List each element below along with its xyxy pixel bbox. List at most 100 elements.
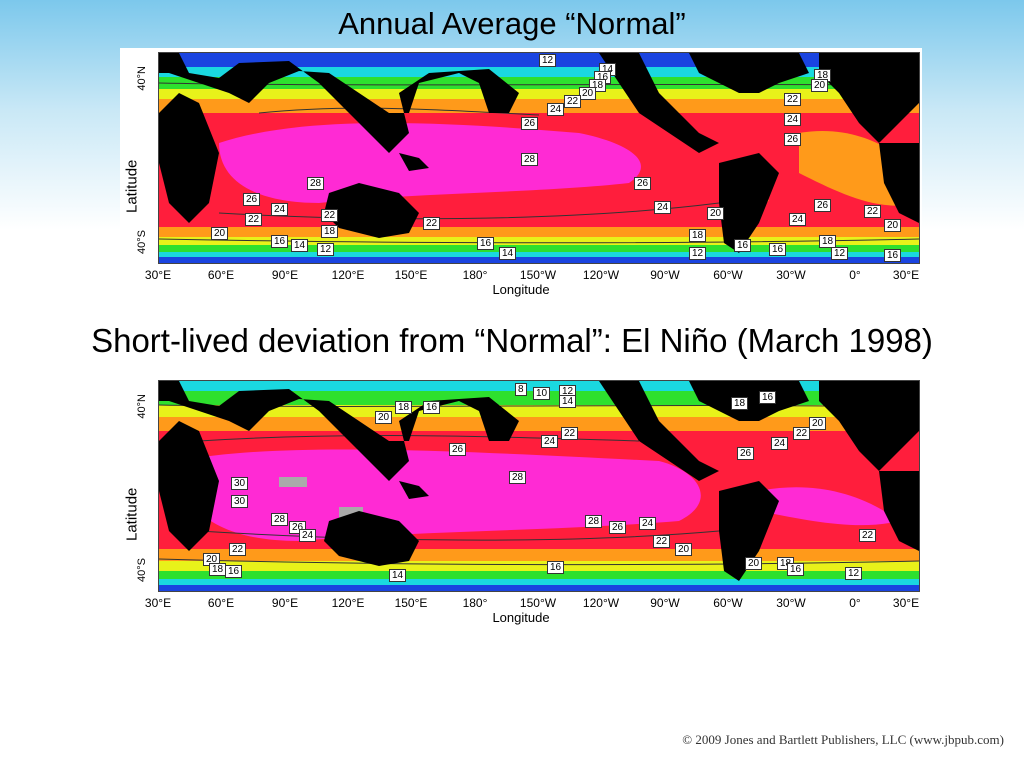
contour-label: 18 [209, 563, 227, 576]
copyright-notice: © 2009 Jones and Bartlett Publishers, LL… [682, 732, 1004, 747]
latitude-axis-label: Latitude [123, 487, 141, 541]
longitude-axis-label: Longitude [492, 282, 550, 297]
contour-label: 22 [561, 427, 579, 440]
contour-label: 16 [884, 249, 902, 262]
contour-label: 26 [609, 521, 627, 534]
contour-label: 12 [831, 247, 849, 260]
slide-title-bottom: Short-lived deviation from “Normal”: El … [91, 322, 933, 359]
lon-tick: 30°W [776, 268, 806, 282]
lon-tick: 60°E [207, 268, 235, 282]
contour-label: 12 [689, 247, 707, 260]
longitude-ticks: 30°E 60°E 90°E 120°E 150°E 180° 150°W 12… [120, 596, 922, 612]
contour-label: 28 [521, 153, 539, 166]
contour-label: 22 [245, 213, 263, 226]
contour-label: 22 [859, 529, 877, 542]
contour-label: 30 [231, 495, 249, 508]
contour-label: 12 [317, 243, 335, 256]
lon-tick: 60°W [713, 596, 743, 610]
contour-label: 18 [819, 235, 837, 248]
contour-label: 16 [734, 239, 752, 252]
contour-label: 20 [211, 227, 229, 240]
longitude-axis-label: Longitude [492, 610, 550, 625]
contour-label: 22 [793, 427, 811, 440]
contour-label: 24 [654, 201, 672, 214]
contour-label: 22 [229, 543, 247, 556]
contour-label: 24 [541, 435, 559, 448]
lon-tick: 30°E [144, 268, 172, 282]
lon-tick: 150°W [519, 596, 557, 610]
contour-label: 28 [307, 177, 325, 190]
contour-label: 26 [634, 177, 652, 190]
contour-label: 14 [559, 395, 577, 408]
contour-label: 28 [585, 515, 603, 528]
lon-tick: 0° [849, 596, 861, 610]
lon-tick: 60°E [207, 596, 235, 610]
contour-label: 18 [321, 225, 339, 238]
lon-tick: 150°E [394, 596, 428, 610]
lat-tick-south: 40°S [136, 230, 148, 254]
contour-label: 20 [884, 219, 902, 232]
contour-label: 18 [731, 397, 749, 410]
contour-label: 28 [509, 471, 527, 484]
longitude-ticks: 30°E 60°E 90°E 120°E 150°E 180° 150°W 12… [120, 268, 922, 284]
contour-label: 24 [784, 113, 802, 126]
lon-tick: 30°W [776, 596, 806, 610]
lon-tick: 60°W [713, 268, 743, 282]
lon-tick: 180° [462, 596, 488, 610]
contour-label: 24 [299, 529, 317, 542]
lon-tick: 0° [849, 268, 861, 282]
contour-label: 26 [737, 447, 755, 460]
contour-label: 16 [225, 565, 243, 578]
contour-label: 14 [291, 239, 309, 252]
lon-tick: 120°W [582, 596, 620, 610]
contour-label: 26 [449, 443, 467, 456]
contour-label: 22 [864, 205, 882, 218]
lon-tick: 30°E [144, 596, 172, 610]
contour-label: 28 [271, 513, 289, 526]
contour-label: 20 [809, 417, 827, 430]
lon-tick: 120°W [582, 268, 620, 282]
contour-label: 30 [231, 477, 249, 490]
sst-normal-map: Latitude 40°N 40°S [120, 48, 922, 306]
contour-label: 12 [845, 567, 863, 580]
contour-label: 20 [675, 543, 693, 556]
lon-tick: 30°E [892, 596, 920, 610]
contour-label: 20 [375, 411, 393, 424]
contour-label: 14 [499, 247, 517, 260]
sst-field [159, 381, 919, 591]
lon-tick: 90°E [271, 596, 299, 610]
contour-label: 22 [321, 209, 339, 222]
contour-label: 22 [784, 93, 802, 106]
contour-label: 8 [515, 383, 527, 396]
lon-tick: 30°E [892, 268, 920, 282]
lat-tick-north: 40°N [136, 394, 148, 419]
contour-label: 26 [521, 117, 539, 130]
contour-label: 24 [547, 103, 565, 116]
contour-label: 22 [653, 535, 671, 548]
lon-tick: 90°W [650, 268, 680, 282]
contour-label: 24 [789, 213, 807, 226]
contour-label: 24 [771, 437, 789, 450]
lon-tick: 120°E [331, 268, 365, 282]
contour-label: 10 [533, 387, 551, 400]
contour-label: 24 [639, 517, 657, 530]
slide-title-top: Annual Average “Normal” [338, 6, 686, 41]
contour-label: 20 [811, 79, 829, 92]
contour-label: 16 [759, 391, 777, 404]
contour-label: 24 [271, 203, 289, 216]
contour-label: 14 [389, 569, 407, 582]
contour-label: 22 [423, 217, 441, 230]
lon-tick: 180° [462, 268, 488, 282]
contour-label: 16 [423, 401, 441, 414]
lon-tick: 150°W [519, 268, 557, 282]
contour-label: 16 [769, 243, 787, 256]
contour-label: 26 [243, 193, 261, 206]
lat-tick-north: 40°N [136, 66, 148, 91]
contour-label: 20 [707, 207, 725, 220]
contour-label: 16 [547, 561, 565, 574]
contour-label: 22 [564, 95, 582, 108]
contour-label: 20 [745, 557, 763, 570]
contour-label: 16 [787, 563, 805, 576]
lon-tick: 90°E [271, 268, 299, 282]
contour-label: 18 [689, 229, 707, 242]
